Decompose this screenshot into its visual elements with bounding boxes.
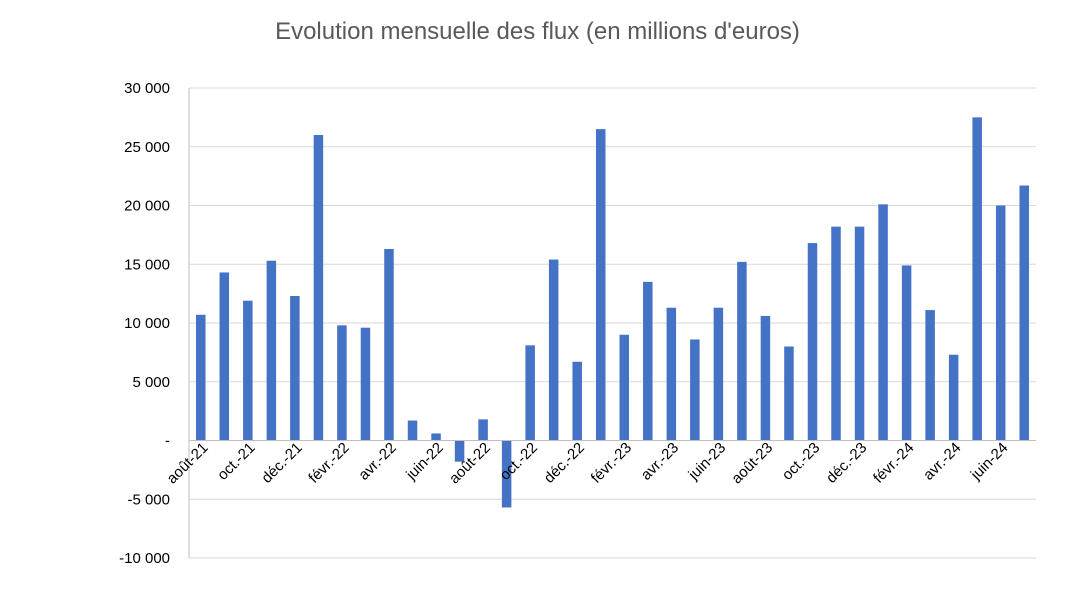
bar: [196, 314, 206, 441]
y-tick-label: -5 000: [127, 491, 170, 508]
x-tick-label: août-21: [164, 439, 212, 487]
y-axis-tick-labels: 30 000 25 000 20 000 15 000 10 000 5 000 - -5 0…: [119, 80, 170, 567]
x-tick-label: févr.-23: [588, 439, 635, 486]
bar: [572, 361, 582, 441]
x-tick-label: févr.-24: [870, 439, 917, 486]
bar: [360, 327, 371, 441]
x-tick-label: févr.-22: [305, 439, 352, 486]
x-tick-label: avr.-22: [355, 439, 399, 483]
bar: [854, 226, 865, 441]
x-tick-label: août-22: [446, 439, 494, 487]
bar: [619, 334, 630, 441]
bar: [643, 281, 653, 441]
x-axis-tick-labels: août-21 oct.-21 déc.-21 févr.-22 avr.-22 juin…: [164, 439, 1012, 487]
y-tick-label: 20 000: [124, 198, 170, 215]
bar: [290, 295, 300, 441]
gridlines: [189, 87, 1036, 559]
x-tick-label: avr.-24: [920, 439, 964, 483]
bar: [737, 261, 747, 441]
bar: [548, 259, 559, 441]
bar: [807, 243, 818, 441]
bar: [407, 420, 418, 441]
bar: [948, 354, 959, 441]
bar: [266, 260, 277, 441]
x-tick-label: oct.-23: [779, 439, 823, 483]
bar: [525, 345, 535, 441]
bar: [972, 117, 982, 441]
bar: [995, 205, 1006, 441]
bar: [666, 307, 677, 441]
bar: [713, 307, 724, 441]
x-tick-label: déc.-21: [258, 439, 305, 486]
y-tick-label: -10 000: [119, 550, 170, 567]
bar: [878, 204, 888, 441]
bar: [501, 440, 512, 508]
x-tick-label: juin-22: [402, 439, 447, 484]
bar-series: [196, 117, 1029, 508]
x-tick-label: avr.-23: [638, 439, 682, 483]
bar: [760, 315, 771, 441]
x-tick-label: déc.-23: [823, 439, 870, 486]
y-tick-label: 30 000: [124, 80, 170, 97]
bar: [901, 265, 912, 441]
bar: [313, 135, 324, 441]
bar: [337, 325, 347, 441]
bar: [831, 226, 841, 441]
bar: [454, 440, 465, 462]
bar: [243, 300, 253, 441]
y-tick-label: 25 000: [124, 139, 170, 156]
x-tick-label: juin-23: [685, 439, 730, 484]
axes: [188, 88, 1036, 558]
chart-title: Evolution mensuelle des flux (en million…: [275, 18, 800, 45]
x-tick-label: déc.-22: [541, 439, 588, 486]
x-tick-label: juin-24: [967, 439, 1012, 484]
bar: [478, 419, 488, 441]
bar: [784, 346, 794, 441]
y-tick-label: 5 000: [132, 374, 170, 391]
bar: [690, 339, 700, 441]
x-tick-label: août-23: [728, 439, 776, 487]
bar: [431, 433, 441, 441]
y-tick-label: 10 000: [124, 315, 170, 332]
y-tick-label: -: [165, 433, 170, 450]
bar: [384, 248, 394, 441]
bar: [595, 129, 606, 441]
x-tick-label: oct.-21: [214, 439, 258, 483]
y-tick-label: 15 000: [124, 256, 170, 273]
bar: [219, 272, 230, 441]
bar: [1019, 185, 1029, 441]
bar: [925, 310, 935, 441]
